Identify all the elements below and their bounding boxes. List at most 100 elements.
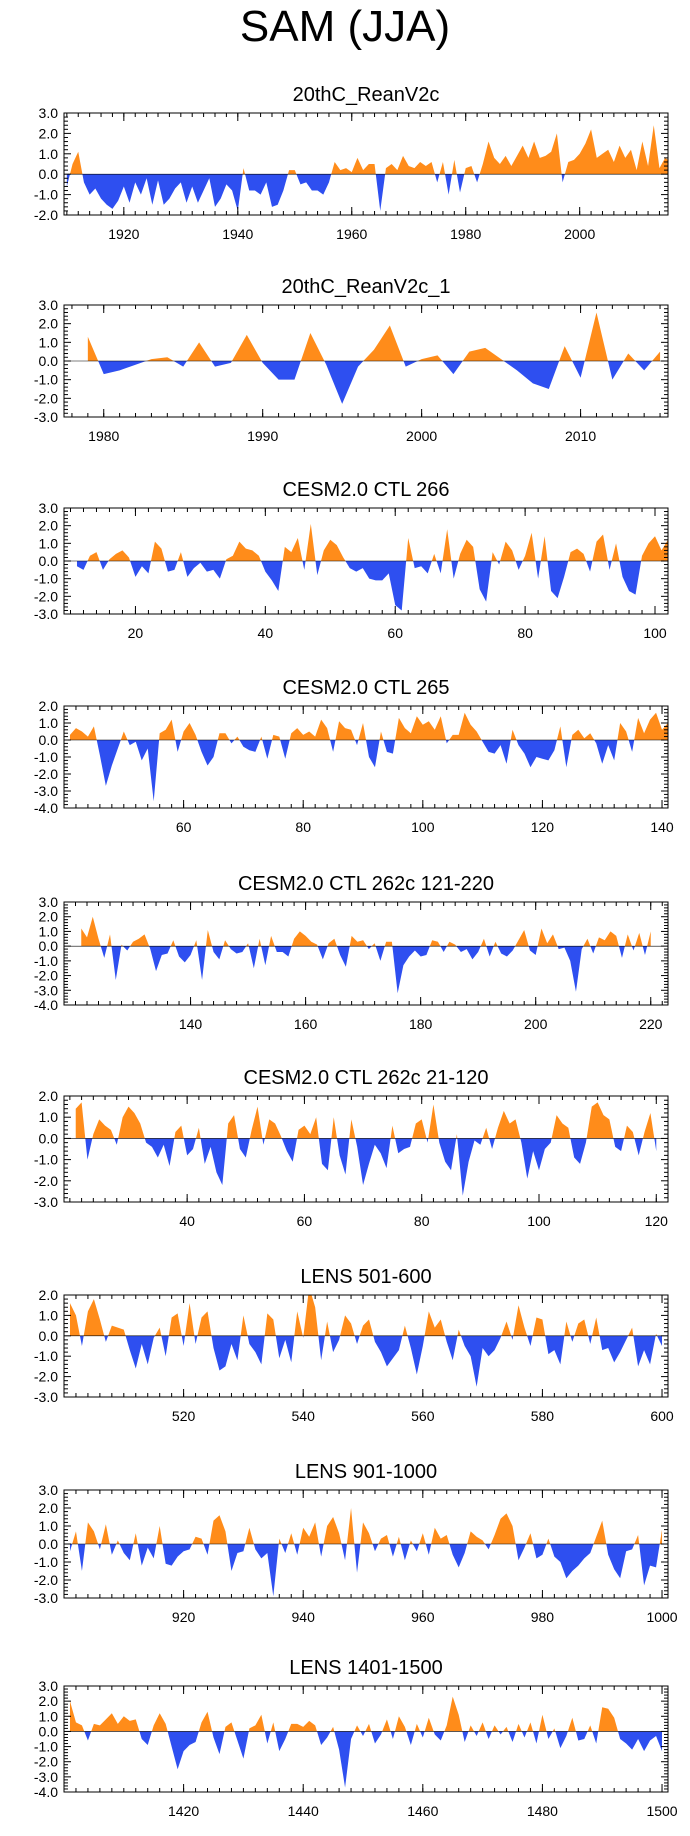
- x-tick-label: 140: [650, 819, 674, 835]
- y-tick-label: 3.0: [39, 500, 59, 516]
- y-tick-label: -4.0: [34, 997, 58, 1013]
- x-tick-label: 600: [650, 1408, 674, 1424]
- chart-panel: LENS 901-1000 3.0 2.0 1.0 0.0 -1.0 -2.0 -3.0 920…: [34, 1461, 678, 1625]
- y-tick-label: 1.0: [39, 334, 59, 350]
- y-tick-label: 0.0: [39, 1328, 59, 1344]
- positive-area: [81, 916, 651, 947]
- y-tick-label: -3.0: [34, 1769, 58, 1785]
- y-tick-label: 0.0: [39, 732, 59, 748]
- y-tick-label: -2.0: [34, 1572, 58, 1588]
- y-tick-label: 2.0: [39, 1088, 59, 1104]
- x-tick-label: 80: [517, 625, 533, 641]
- figure-title: SAM (JJA): [239, 2, 451, 51]
- x-tick-label: 100: [643, 625, 667, 641]
- y-tick-label: -3.0: [34, 606, 58, 622]
- chart-panel: CESM2.0 CTL 265 2.01.00.0-1.0-2.0-3.0-4.0…: [34, 677, 674, 835]
- negative-area: [85, 1138, 657, 1196]
- chart-panel: CESM2.0 CTL 262c 121-220 3.02.01.00.0-1.0…: [34, 873, 669, 1032]
- chart-panel: LENS 1401-1500 3.02.01.00.0-1.0-2.0-3.0-4…: [34, 1657, 678, 1819]
- negative-area: [69, 740, 668, 802]
- y-tick-label: 0.0: [39, 553, 59, 569]
- y-tick-label: -3.0: [34, 1194, 58, 1210]
- x-tick-label: 40: [179, 1213, 195, 1229]
- y-tick-label: -4.0: [34, 1784, 58, 1800]
- y-tick-label: -2.0: [34, 1754, 58, 1770]
- y-tick-label: 3.0: [39, 105, 59, 121]
- y-tick-label: 0.0: [39, 166, 59, 182]
- x-tick-label: 180: [409, 1016, 433, 1032]
- y-tick-label: -3.0: [34, 1590, 58, 1606]
- x-tick-label: 1990: [247, 428, 278, 444]
- negative-area: [81, 946, 651, 994]
- y-tick-label: 3.0: [39, 894, 59, 910]
- y-tick-label: 1.0: [39, 1307, 59, 1323]
- x-tick-label: 980: [531, 1609, 555, 1625]
- y-tick-label: -1.0: [34, 1152, 58, 1168]
- positive-area: [69, 712, 668, 740]
- x-tick-label: 100: [527, 1213, 551, 1229]
- y-tick-label: -1.0: [34, 1348, 58, 1364]
- negative-area: [66, 174, 668, 211]
- x-tick-label: 200: [524, 1016, 548, 1032]
- positive-area: [66, 125, 668, 175]
- y-tick-label: 0.0: [39, 938, 59, 954]
- x-tick-label: 120: [531, 819, 555, 835]
- negative-area: [69, 1731, 663, 1788]
- panel-title: 20thC_ReanV2c: [293, 84, 440, 106]
- x-tick-label: 160: [294, 1016, 318, 1032]
- positive-area: [69, 1295, 658, 1336]
- y-tick-label: -2.0: [34, 1369, 58, 1385]
- chart-panel: CESM2.0 CTL 262c 21-120 2.0 1.0 0.0 -1.0 -2.0…: [34, 1067, 669, 1229]
- y-tick-label: -3.0: [34, 982, 58, 998]
- x-tick-label: 120: [645, 1213, 669, 1229]
- x-tick-label: 60: [297, 1213, 313, 1229]
- positive-area: [87, 312, 661, 361]
- chart-panel: 20thC_ReanV2c 3.0 2.0 1.0 0.0 -1.0 -2.0 1920 194…: [34, 84, 669, 242]
- y-tick-label: 0.0: [39, 353, 59, 369]
- y-tick-label: 2.0: [39, 1287, 59, 1303]
- y-tick-label: 1.0: [39, 1518, 59, 1534]
- y-tick-label: 1.0: [39, 535, 59, 551]
- plot-frame: [63, 901, 669, 1006]
- x-tick-label: 100: [411, 819, 435, 835]
- x-tick-label: 540: [292, 1408, 316, 1424]
- y-tick-label: 3.0: [39, 1482, 59, 1498]
- x-tick-label: 1440: [288, 1803, 319, 1819]
- x-tick-label: 1940: [222, 226, 253, 242]
- negative-area: [87, 361, 661, 404]
- x-tick-label: 1920: [108, 226, 139, 242]
- y-tick-label: -4.0: [34, 800, 58, 816]
- panel-title: CESM2.0 CTL 262c 121-220: [238, 873, 494, 895]
- y-tick-label: -2.0: [34, 390, 58, 406]
- panel-title: CESM2.0 CTL 262c 21-120: [244, 1067, 489, 1089]
- x-tick-label: 580: [531, 1408, 555, 1424]
- x-tick-label: 80: [414, 1213, 430, 1229]
- panel-title: LENS 501-600: [300, 1266, 431, 1288]
- y-tick-label: 2.0: [39, 909, 59, 925]
- negative-area: [69, 1544, 663, 1597]
- y-tick-label: -3.0: [34, 1389, 58, 1405]
- y-tick-label: 0.0: [39, 1130, 59, 1146]
- x-tick-label: 1480: [527, 1803, 558, 1819]
- y-tick-label: -3.0: [34, 409, 58, 425]
- y-tick-label: -1.0: [34, 1554, 58, 1570]
- y-tick-label: -1.0: [34, 1739, 58, 1755]
- y-tick-label: 0.0: [39, 1536, 59, 1552]
- x-tick-label: 1500: [646, 1803, 677, 1819]
- x-tick-label: 1960: [336, 226, 367, 242]
- plot-frame: [63, 1685, 669, 1793]
- x-tick-label: 1460: [407, 1803, 438, 1819]
- positive-area: [75, 1102, 657, 1139]
- x-tick-label: 2000: [406, 428, 437, 444]
- y-tick-label: 1.0: [39, 1708, 59, 1724]
- x-tick-label: 1420: [168, 1803, 199, 1819]
- x-tick-label: 940: [292, 1609, 316, 1625]
- x-tick-label: 920: [172, 1609, 196, 1625]
- x-tick-label: 1980: [88, 428, 119, 444]
- y-tick-label: -1.0: [34, 749, 58, 765]
- y-tick-label: 0.0: [39, 1723, 59, 1739]
- y-tick-label: 2.0: [39, 698, 59, 714]
- panel-title: CESM2.0 CTL 265: [282, 677, 449, 699]
- plot-frame: [63, 1294, 669, 1398]
